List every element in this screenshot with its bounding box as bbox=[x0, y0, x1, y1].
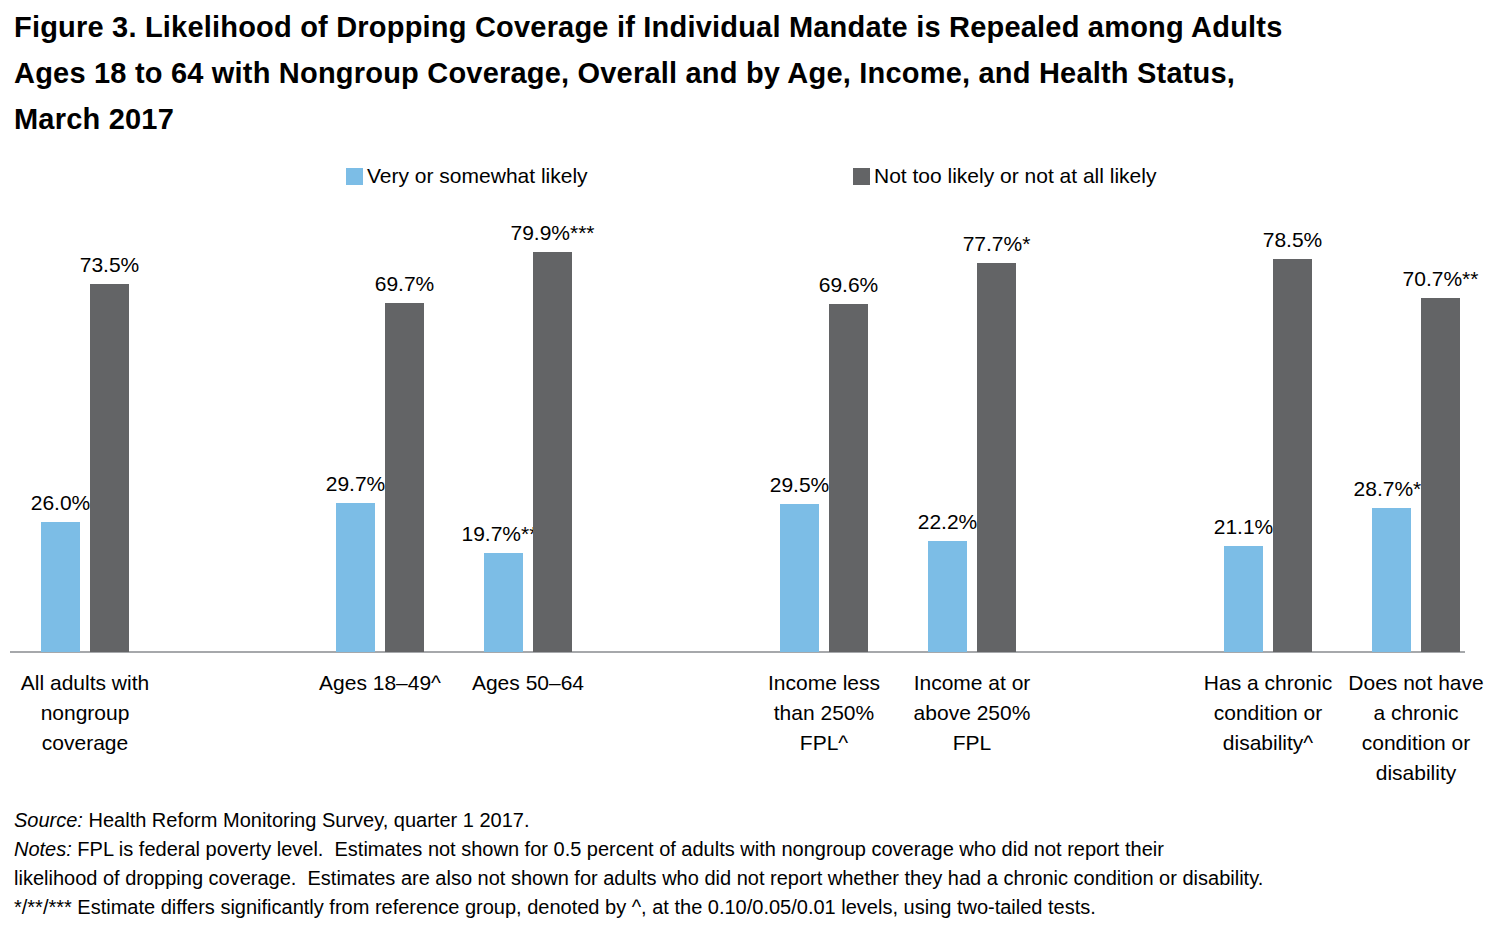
bar-not-likely bbox=[385, 303, 424, 652]
bar-value-label: 79.9%*** bbox=[510, 221, 594, 245]
bar-group: 19.7%***79.9%*** bbox=[484, 200, 572, 652]
bar-value-label: 77.7%* bbox=[963, 232, 1031, 256]
bar-group: 28.7%**70.7%** bbox=[1372, 200, 1460, 652]
bar-not-likely bbox=[1421, 298, 1460, 652]
bar-very-likely bbox=[484, 553, 523, 652]
bar-group: 26.0%73.5% bbox=[41, 200, 129, 652]
bar-value-label: 69.7% bbox=[375, 272, 435, 296]
bar-value-label: 78.5% bbox=[1263, 228, 1323, 252]
bar-group: 29.5%69.6% bbox=[780, 200, 868, 652]
bar-very-likely bbox=[41, 522, 80, 652]
category-label: Ages 50–64 bbox=[418, 668, 638, 698]
legend-label: Very or somewhat likely bbox=[367, 164, 588, 188]
bar-value-label: 70.7%** bbox=[1403, 267, 1479, 291]
note-text: */**/*** Estimate differs significantly … bbox=[14, 896, 1096, 918]
note-text: Health Reform Monitoring Survey, quarter… bbox=[83, 809, 530, 831]
note-line: */**/*** Estimate differs significantly … bbox=[14, 893, 1494, 922]
bar-value-label: 21.1% bbox=[1214, 515, 1274, 539]
figure-page: Figure 3. Likelihood of Dropping Coverag… bbox=[0, 0, 1501, 941]
bar-very-likely bbox=[780, 504, 819, 652]
bar-not-likely bbox=[1273, 259, 1312, 652]
category-label: Does not have a chronic condition or dis… bbox=[1306, 668, 1501, 788]
bar-group: 22.2%77.7%* bbox=[928, 200, 1016, 652]
bar-very-likely bbox=[336, 503, 375, 652]
bar-not-likely bbox=[533, 252, 572, 652]
note-line: likelihood of dropping coverage. Estimat… bbox=[14, 864, 1494, 893]
bar-not-likely bbox=[977, 263, 1016, 652]
bar-not-likely bbox=[90, 284, 129, 652]
note-line: Source: Health Reform Monitoring Survey,… bbox=[14, 806, 1494, 835]
bar-value-label: 69.6% bbox=[819, 273, 879, 297]
category-label: All adults with nongroup coverage bbox=[0, 668, 195, 758]
bar-group: 29.7%69.7% bbox=[336, 200, 424, 652]
legend-item-very-likely: Very or somewhat likely bbox=[346, 163, 588, 189]
note-text: FPL is federal poverty level. Estimates … bbox=[72, 838, 1164, 860]
note-prefix: Source: bbox=[14, 809, 83, 831]
bar-very-likely bbox=[928, 541, 967, 652]
bar-value-label: 29.5% bbox=[770, 473, 830, 497]
bar-group: 21.1%78.5% bbox=[1224, 200, 1312, 652]
note-prefix: Notes: bbox=[14, 838, 72, 860]
figure-title: Figure 3. Likelihood of Dropping Coverag… bbox=[14, 4, 1484, 142]
category-label: Income at or above 250% FPL bbox=[862, 668, 1082, 758]
bar-value-label: 26.0% bbox=[31, 491, 91, 515]
bar-value-label: 29.7% bbox=[326, 472, 386, 496]
bar-very-likely bbox=[1224, 546, 1263, 652]
note-line: Notes: FPL is federal poverty level. Est… bbox=[14, 835, 1494, 864]
bar-very-likely bbox=[1372, 508, 1411, 652]
bar-value-label: 73.5% bbox=[80, 253, 140, 277]
legend-swatch-gray bbox=[853, 168, 870, 185]
bar-not-likely bbox=[829, 304, 868, 652]
footnotes: Source: Health Reform Monitoring Survey,… bbox=[14, 806, 1494, 922]
bar-value-label: 22.2% bbox=[918, 510, 978, 534]
bar-chart: 26.0%73.5%29.7%69.7%19.7%***79.9%***29.5… bbox=[0, 200, 1501, 652]
legend-swatch-blue bbox=[346, 168, 363, 185]
bar-value-label: 28.7%** bbox=[1354, 477, 1430, 501]
legend-label: Not too likely or not at all likely bbox=[874, 164, 1156, 188]
legend-item-not-likely: Not too likely or not at all likely bbox=[853, 163, 1156, 189]
note-text: likelihood of dropping coverage. Estimat… bbox=[14, 867, 1263, 889]
